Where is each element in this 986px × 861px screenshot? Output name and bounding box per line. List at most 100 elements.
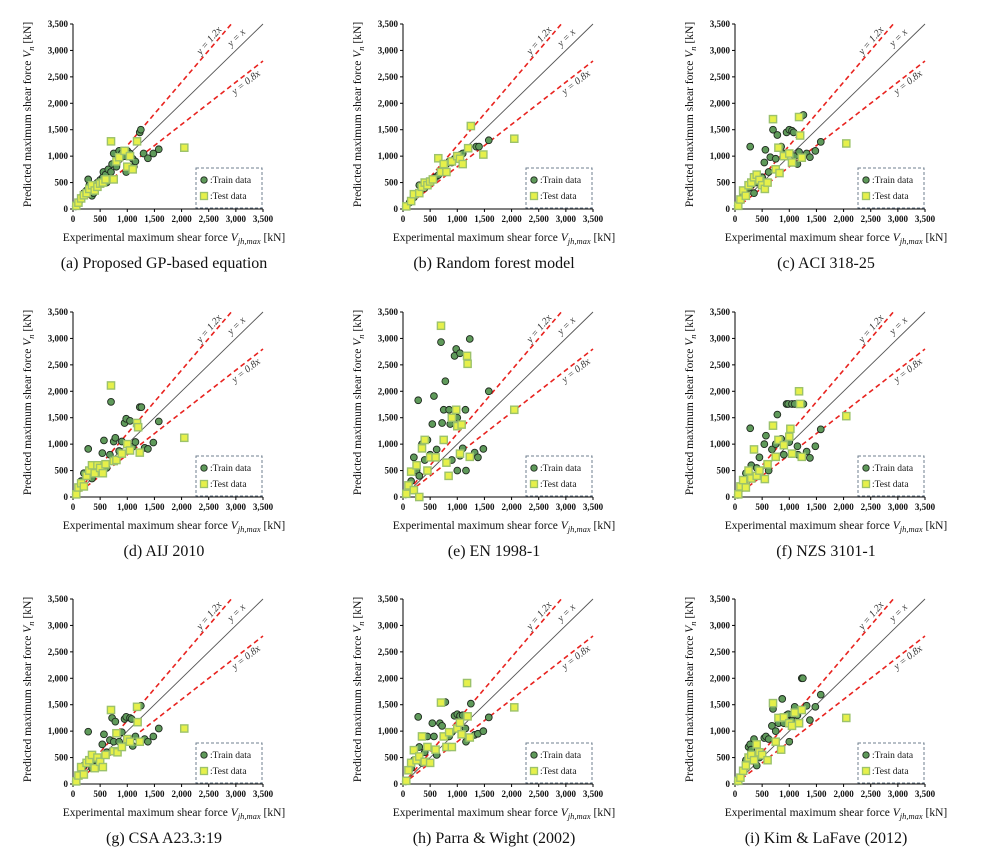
legend-train-marker — [200, 464, 208, 472]
train-data-point — [428, 719, 437, 728]
test-data-point — [763, 755, 772, 765]
y-tick-label: 500 — [717, 178, 731, 188]
y-tick-label: 3,000 — [48, 45, 69, 55]
y-tick-label: 500 — [55, 178, 69, 188]
x-axis-label: Experimental maximum shear force Vjh,max… — [393, 232, 616, 246]
reference-line-2 — [734, 60, 926, 210]
train-data-point — [137, 125, 145, 134]
test-data-point — [749, 755, 759, 765]
reference-line-0 — [734, 311, 894, 498]
reference-line-label: y = 1.2x — [194, 599, 225, 633]
train-data-point — [793, 442, 802, 451]
y-tick-label: 0 — [394, 492, 399, 502]
test-data-point — [417, 732, 427, 741]
reference-line-label: y = x — [887, 27, 911, 50]
reference-line-2 — [72, 348, 264, 498]
test-data-point — [755, 466, 764, 475]
y-tick-label: 1,500 — [48, 125, 69, 135]
chart-caption: (c) ACI 318-25 — [777, 255, 875, 272]
legend-test-label: :Test data — [210, 480, 247, 490]
y-tick-label: 2,000 — [48, 98, 69, 108]
x-tick-label: 3,000 — [888, 502, 909, 512]
train-data-point — [771, 727, 780, 735]
reference-line-0 — [734, 23, 894, 210]
x-tick-label: 3,500 — [915, 789, 936, 799]
test-data-point — [444, 727, 454, 737]
train-data-point — [475, 142, 483, 151]
reference-line-label: y = x — [555, 315, 579, 338]
test-data-point — [132, 702, 142, 712]
test-data-point — [98, 468, 108, 478]
x-tick-label: 3,500 — [253, 214, 274, 224]
x-tick-label: 3,000 — [888, 789, 909, 799]
x-tick-label: 3,000 — [226, 502, 247, 512]
y-tick-label: 3,000 — [48, 620, 69, 630]
y-tick-label: 0 — [64, 779, 69, 789]
test-data-point — [114, 152, 124, 162]
legend-train-marker — [200, 176, 208, 184]
y-tick-label: 2,500 — [710, 72, 731, 82]
legend-test-label: :Test data — [872, 767, 909, 777]
test-data-point — [444, 471, 453, 481]
train-data-point — [456, 349, 464, 358]
reference-line-1 — [734, 598, 926, 785]
test-data-point — [463, 359, 472, 369]
scatter-plot: y = 1.2x y = xy = 0.8x0 500 1,000 1,500 2,000… — [684, 307, 947, 534]
x-tick-label: 3,500 — [915, 502, 936, 512]
legend-box — [525, 455, 593, 497]
test-data-point — [458, 159, 468, 169]
x-tick-label: 2,500 — [199, 214, 220, 224]
x-tick-label: 1,500 — [806, 214, 827, 224]
reference-line-1 — [402, 311, 594, 498]
y-tick-label: 0 — [394, 204, 399, 214]
x-tick-label: 2,500 — [529, 789, 550, 799]
train-data-point — [462, 466, 470, 475]
train-data-point — [811, 702, 820, 711]
y-tick-label: 2,500 — [710, 360, 731, 370]
train-data-point — [746, 424, 755, 433]
y-tick-label: 0 — [726, 204, 731, 214]
x-tick-label: 500 — [755, 214, 769, 224]
test-data-point — [71, 490, 81, 499]
y-tick-label: 1,000 — [378, 439, 399, 449]
test-data-point — [125, 151, 135, 161]
test-data-point — [455, 718, 465, 727]
test-data-point — [109, 175, 119, 184]
legend-train-label: :Train data — [210, 751, 252, 761]
y-axis-label: Predicted maximum shear force Vn [kN] — [22, 597, 36, 782]
x-tick-label: 0 — [401, 214, 406, 224]
train-data-point — [111, 433, 120, 442]
y-tick-label: 3,500 — [48, 307, 69, 317]
train-data-point — [778, 695, 787, 703]
reference-line-0 — [402, 598, 562, 785]
test-data-point — [135, 448, 145, 457]
y-tick-label: 2,000 — [378, 98, 399, 108]
train-data-point — [479, 727, 488, 735]
train-data-point — [84, 727, 93, 736]
train-data-point — [100, 436, 108, 445]
reference-line-label: y = 1.2x — [194, 312, 225, 346]
y-axis-label: Predicted maximum shear force Vn [kN] — [22, 22, 36, 207]
test-data-point — [763, 459, 772, 469]
test-data-point — [439, 435, 449, 445]
legend-train-label: :Train data — [872, 464, 914, 474]
legend-test-label: :Test data — [872, 192, 909, 202]
test-data-point — [741, 483, 751, 492]
legend-train-marker — [530, 464, 538, 472]
x-tick-label: 1,500 — [474, 502, 495, 512]
y-tick-label: 500 — [385, 466, 399, 476]
y-tick-label: 3,500 — [378, 307, 399, 317]
reference-line-0 — [402, 23, 562, 210]
test-data-point — [784, 149, 794, 158]
test-data-point — [479, 150, 488, 159]
legend-test-marker — [529, 191, 539, 201]
reference-line-2 — [734, 348, 926, 498]
train-data-point — [107, 398, 115, 406]
y-tick-label: 1,500 — [48, 413, 69, 423]
y-tick-label: 1,500 — [710, 125, 731, 135]
x-tick-label: 500 — [755, 789, 769, 799]
test-data-point — [744, 466, 753, 475]
y-tick-label: 1,500 — [710, 700, 731, 710]
